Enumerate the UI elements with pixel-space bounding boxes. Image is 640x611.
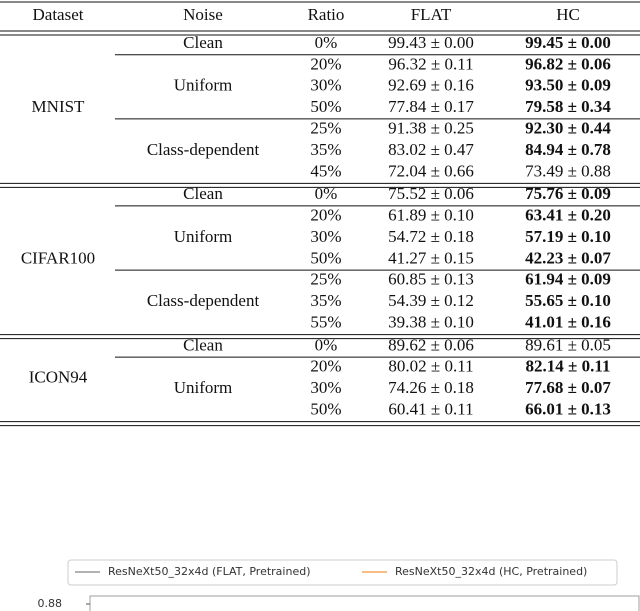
hc-cell: 63.41 ± 0.20 [525, 206, 611, 225]
hc-cell: 99.45 ± 0.00 [525, 33, 611, 52]
flat-cell: 72.04 ± 0.66 [388, 161, 474, 180]
ratio-cell: 25% [310, 119, 341, 138]
ratio-cell: 50% [310, 400, 341, 419]
ratio-cell: 30% [310, 227, 341, 246]
flat-cell: 96.32 ± 0.11 [388, 54, 473, 73]
noise-cell: Clean [183, 184, 223, 203]
noise-cell: Uniform [174, 76, 233, 95]
hc-cell: 42.23 ± 0.07 [525, 248, 611, 267]
hc-cell: 77.68 ± 0.07 [525, 378, 611, 397]
dataset-cell: MNIST [32, 97, 86, 116]
ratio-cell: 30% [310, 378, 341, 397]
flat-cell: 75.52 ± 0.06 [388, 184, 474, 203]
hc-cell: 55.65 ± 0.10 [525, 291, 611, 310]
flat-cell: 91.38 ± 0.25 [388, 119, 474, 138]
noise-cell: Uniform [174, 227, 233, 246]
hc-cell: 41.01 ± 0.16 [525, 313, 611, 332]
ratio-cell: 55% [310, 313, 341, 332]
ratio-cell: 20% [310, 357, 341, 376]
flat-cell: 39.38 ± 0.10 [388, 313, 474, 332]
dataset-cell: CIFAR100 [21, 248, 95, 267]
flat-cell: 60.85 ± 0.13 [388, 270, 474, 289]
ratio-cell: 35% [310, 140, 341, 159]
ratio-cell: 50% [310, 97, 341, 116]
header-cell: HC [556, 5, 580, 24]
chart-fragment: 0.88 ResNeXt50_32x4d (FLAT, Pretrained) R… [38, 559, 640, 611]
hc-cell: 93.50 ± 0.09 [525, 76, 611, 95]
ratio-cell: 20% [310, 54, 341, 73]
plot-frame [89, 595, 640, 611]
flat-cell: 74.26 ± 0.18 [388, 378, 474, 397]
legend-label: ResNeXt50_32x4d (HC, Pretrained) [395, 565, 587, 578]
ratio-cell: 50% [310, 248, 341, 267]
hc-cell: 61.94 ± 0.09 [525, 270, 611, 289]
header-cell: FLAT [411, 5, 452, 24]
hc-cell: 89.61 ± 0.05 [525, 335, 611, 354]
hc-cell: 66.01 ± 0.13 [525, 400, 611, 419]
flat-cell: 54.39 ± 0.12 [388, 291, 474, 310]
hc-cell: 84.94 ± 0.78 [525, 140, 611, 159]
hc-cell: 92.30 ± 0.44 [525, 119, 611, 138]
flat-cell: 80.02 ± 0.11 [388, 357, 473, 376]
noise-cell: Class-dependent [147, 291, 260, 310]
flat-cell: 77.84 ± 0.17 [388, 97, 474, 116]
noise-cell: Class-dependent [147, 140, 260, 159]
hc-cell: 96.82 ± 0.06 [525, 54, 611, 73]
ratio-cell: 45% [310, 161, 341, 180]
flat-cell: 92.69 ± 0.16 [388, 76, 474, 95]
ratio-cell: 0% [315, 33, 338, 52]
flat-cell: 61.89 ± 0.10 [388, 206, 474, 225]
hc-cell: 79.58 ± 0.34 [525, 97, 611, 116]
flat-cell: 99.43 ± 0.00 [388, 33, 474, 52]
header-cell: Ratio [308, 5, 345, 24]
header-cell: Noise [183, 5, 223, 24]
hc-cell: 73.49 ± 0.88 [525, 161, 611, 180]
ratio-cell: 20% [310, 206, 341, 225]
noise-cell: Clean [183, 335, 223, 354]
results-table: Dataset Noise Ratio FLAT HC 0% 99.43 ± 0.00 99.… [0, 1, 640, 427]
flat-cell: 89.62 ± 0.06 [388, 335, 474, 354]
flat-cell: 41.27 ± 0.15 [388, 248, 474, 267]
hc-cell: 57.19 ± 0.10 [525, 227, 611, 246]
header-cell: Dataset [33, 5, 84, 24]
ratio-cell: 0% [315, 335, 338, 354]
flat-cell: 60.41 ± 0.11 [388, 400, 473, 419]
ratio-cell: 25% [310, 270, 341, 289]
noise-cell: Uniform [174, 378, 233, 397]
flat-cell: 54.72 ± 0.18 [388, 227, 474, 246]
y-tick-label: 0.88 [38, 597, 63, 610]
legend-box [67, 559, 618, 586]
hc-cell: 82.14 ± 0.11 [526, 357, 611, 376]
legend-label: ResNeXt50_32x4d (FLAT, Pretrained) [108, 565, 311, 578]
flat-cell: 83.02 ± 0.47 [388, 140, 474, 159]
ratio-cell: 35% [310, 291, 341, 310]
noise-cell: Clean [183, 33, 223, 52]
hc-cell: 75.76 ± 0.09 [525, 184, 611, 203]
ratio-cell: 30% [310, 76, 341, 95]
dataset-cell: ICON94 [29, 367, 88, 386]
ratio-cell: 0% [315, 184, 338, 203]
